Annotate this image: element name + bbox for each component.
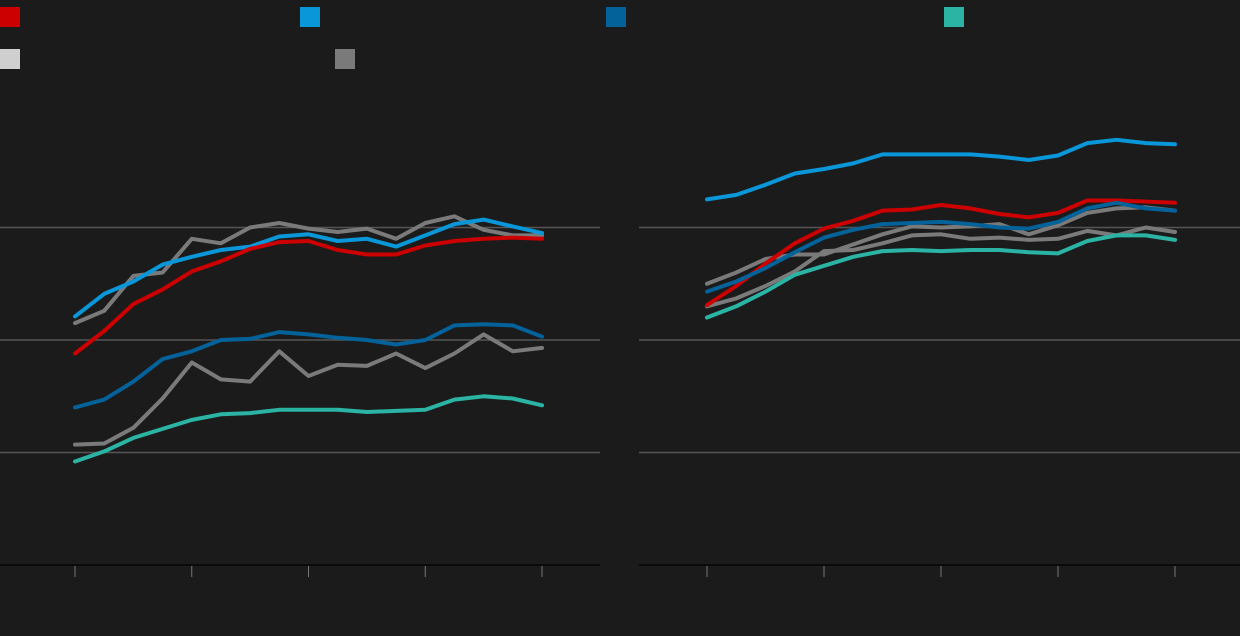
series-line (705, 205, 1177, 286)
series-line (705, 198, 1177, 308)
legend-item (0, 49, 28, 69)
series-line (73, 217, 544, 319)
chart-panel (639, 137, 1240, 577)
series-line (73, 322, 544, 410)
legend-item (300, 7, 328, 27)
legend-item (944, 7, 972, 27)
legend-swatch (0, 49, 20, 69)
series-line (705, 137, 1177, 202)
legend-swatch (606, 7, 626, 27)
legend-swatch (300, 7, 320, 27)
series-line (73, 394, 544, 464)
legend-swatch (335, 49, 355, 69)
series-line (705, 200, 1177, 294)
legend-swatch (0, 7, 20, 27)
legend-swatch (944, 7, 964, 27)
chart-panel (0, 214, 600, 577)
legend-item (606, 7, 634, 27)
series-line (705, 233, 1177, 320)
legend-item (0, 7, 28, 27)
legend-item (335, 49, 363, 69)
series-line (73, 235, 544, 356)
series-line (705, 225, 1177, 309)
series-line (73, 332, 544, 447)
